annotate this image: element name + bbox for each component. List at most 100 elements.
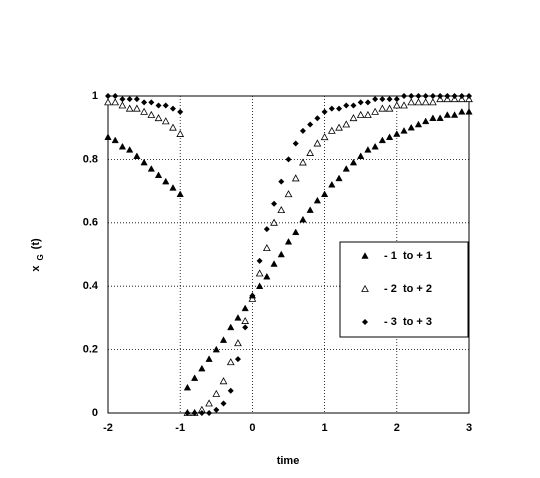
point (198, 364, 206, 372)
point (401, 93, 408, 99)
y-tick-label: 1 (92, 90, 98, 102)
point (443, 111, 451, 118)
point (105, 93, 111, 99)
point (378, 104, 387, 112)
point (227, 387, 234, 394)
point (385, 104, 394, 112)
point (205, 399, 213, 407)
point (328, 180, 336, 188)
point (364, 99, 371, 106)
point (421, 98, 430, 106)
point (422, 93, 429, 99)
y-label-sub: G (36, 254, 45, 260)
point (407, 123, 415, 131)
y-tick-label: 0.6 (83, 217, 98, 229)
point (256, 257, 263, 264)
y-tick-label: 0 (92, 407, 98, 419)
point (118, 101, 127, 109)
point (277, 205, 286, 214)
point (148, 99, 155, 106)
point (119, 96, 126, 103)
point (299, 215, 307, 223)
x-tick-label: 1 (322, 422, 328, 434)
point (414, 98, 423, 106)
point (219, 377, 228, 385)
point (249, 292, 256, 299)
point (162, 102, 169, 109)
legend-marker (361, 252, 369, 259)
point (335, 123, 343, 131)
point (292, 140, 299, 147)
point (429, 98, 437, 106)
point (241, 316, 250, 324)
point (458, 93, 465, 99)
point (270, 260, 278, 267)
point (255, 282, 264, 289)
point (379, 96, 386, 103)
point (169, 123, 177, 131)
point (255, 269, 264, 277)
point (364, 110, 372, 118)
point (320, 190, 329, 198)
point (155, 102, 162, 109)
point (212, 389, 221, 397)
point (126, 146, 134, 153)
point (378, 136, 386, 144)
point (314, 115, 321, 122)
point (220, 400, 227, 407)
point (429, 93, 436, 99)
point (284, 190, 293, 198)
point (141, 99, 148, 106)
point (227, 323, 235, 331)
point (191, 374, 199, 381)
point (422, 117, 430, 125)
point (313, 196, 322, 204)
point (234, 356, 241, 363)
point (357, 152, 365, 159)
point (385, 133, 394, 140)
plot-frame (107, 95, 470, 414)
point (429, 114, 437, 121)
legend-marker (362, 319, 368, 325)
point (277, 250, 285, 258)
point (371, 107, 380, 115)
point (451, 93, 458, 99)
point (414, 120, 423, 128)
point (154, 171, 163, 178)
x-tick-label: -2 (103, 422, 113, 434)
point (320, 133, 329, 141)
point (335, 174, 343, 182)
x-tick-label: 3 (466, 422, 472, 434)
point (415, 93, 422, 99)
x-tick-label: 0 (249, 422, 255, 434)
point (140, 107, 148, 115)
point (161, 117, 170, 125)
point (205, 355, 213, 362)
x-axis-label: time (277, 455, 300, 467)
point (328, 105, 335, 112)
point (212, 345, 220, 353)
point (111, 98, 120, 106)
point (386, 96, 393, 103)
point (327, 126, 336, 134)
point (400, 101, 408, 109)
point (336, 105, 343, 112)
point (126, 96, 133, 103)
point (169, 105, 176, 112)
point (140, 158, 148, 166)
point (392, 101, 401, 109)
point (350, 102, 357, 109)
legend-label: - 3 to + 3 (384, 316, 432, 328)
y-axis-label: xG (t) (30, 238, 45, 272)
point (292, 228, 300, 236)
legend-marker (361, 284, 369, 292)
point (241, 304, 249, 312)
x-tick-label: 2 (394, 422, 400, 434)
point (357, 99, 364, 106)
point (125, 104, 134, 112)
point (465, 108, 473, 115)
y-label-tail: (t) (30, 238, 42, 249)
point (162, 177, 170, 185)
point (342, 165, 350, 172)
